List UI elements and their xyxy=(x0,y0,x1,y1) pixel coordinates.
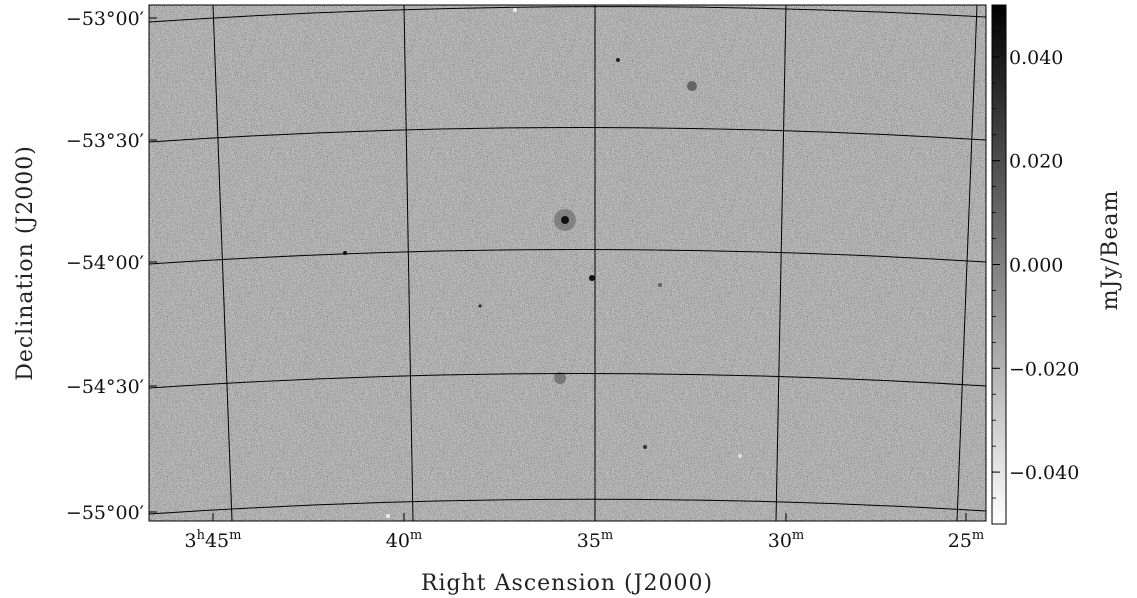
y-axis-title: Declination (J2000) xyxy=(13,145,38,381)
coordinate-grid xyxy=(149,5,986,521)
colorbar-ticks: 0.040 0.020 0.000 −0.020 −0.040 xyxy=(992,4,1079,525)
sources xyxy=(343,8,742,518)
colorbar-tick-label: −0.040 xyxy=(1009,462,1079,484)
x-tick-label: 25m xyxy=(948,528,985,552)
colorbar-tick-label: −0.020 xyxy=(1009,358,1079,380)
y-tick-label: −53°00′ xyxy=(66,8,144,30)
x-tick-label: 35m xyxy=(577,528,614,552)
colorbar: 0.040 0.020 0.000 −0.020 −0.040 mJy/Beam xyxy=(991,4,1123,525)
y-tick-label: −54°30′ xyxy=(66,376,144,398)
x-axis-title: Right Ascension (J2000) xyxy=(421,571,713,596)
x-axis-ticks: 3h45m 40m 35m 30m 25m xyxy=(185,513,985,552)
colorbar-title: mJy/Beam xyxy=(1098,190,1123,311)
colorbar-tick-label: 0.040 xyxy=(1009,47,1063,69)
colorbar-tick-label: 0.020 xyxy=(1009,151,1063,173)
x-tick-label: 3h45m xyxy=(185,528,242,552)
x-tick-label: 30m xyxy=(768,528,805,552)
y-tick-label: −54°00′ xyxy=(66,252,144,274)
x-tick-label: 40m xyxy=(386,528,423,552)
y-tick-label: −53°30′ xyxy=(66,130,144,152)
sky-image xyxy=(148,4,987,522)
colorbar-tick-label: 0.000 xyxy=(1009,255,1063,277)
y-tick-label: −55°00′ xyxy=(66,502,144,524)
y-axis-ticks: −53°00′ −53°30′ −54°00′ −54°30′ −55°00′ xyxy=(66,8,157,524)
